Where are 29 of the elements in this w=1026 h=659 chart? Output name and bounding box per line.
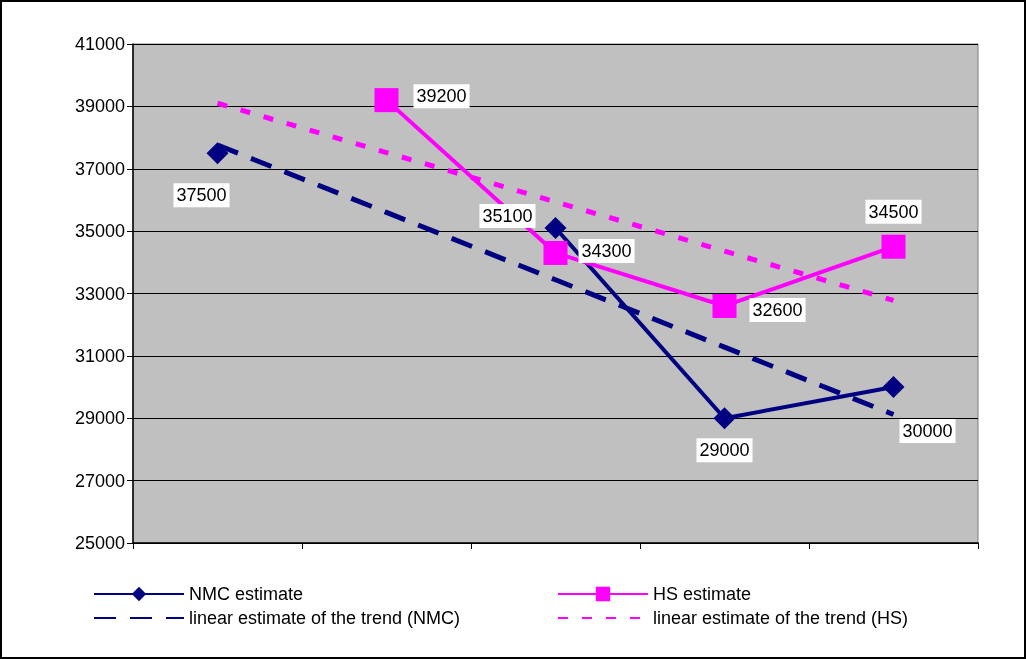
y-tick-label: 33000 (74, 283, 125, 304)
y-tick-label: 29000 (74, 408, 125, 429)
legend-label: linear estimate of the trend (NMC) (189, 608, 461, 628)
data-label: 34300 (581, 240, 632, 261)
point (881, 234, 906, 259)
legend-label: linear estimate of the trend (HS) (653, 608, 909, 628)
point (544, 217, 567, 240)
point (882, 376, 905, 399)
data-label: 32600 (752, 299, 803, 320)
point (543, 240, 568, 265)
data-label: 39200 (416, 86, 467, 107)
y-tick-label: 37000 (74, 158, 125, 179)
y-tick-label: 31000 (74, 345, 125, 366)
y-tick-label: 27000 (74, 470, 125, 491)
data-label: 35100 (482, 206, 533, 227)
point (713, 407, 736, 430)
y-tick-label: 39000 (74, 96, 125, 117)
legend-label: NMC estimate (189, 584, 304, 604)
legend-label: HS estimate (653, 584, 752, 604)
data-label: 37500 (176, 185, 227, 206)
data-label: 34500 (868, 201, 919, 222)
data-label: 29000 (699, 440, 750, 461)
point (712, 293, 737, 318)
point (206, 142, 229, 165)
point (374, 88, 399, 113)
y-tick-label: 41000 (74, 34, 125, 54)
y-tick-label: 25000 (74, 533, 125, 553)
y-tick-label: 35000 (74, 221, 125, 242)
data-label: 30000 (902, 421, 953, 442)
